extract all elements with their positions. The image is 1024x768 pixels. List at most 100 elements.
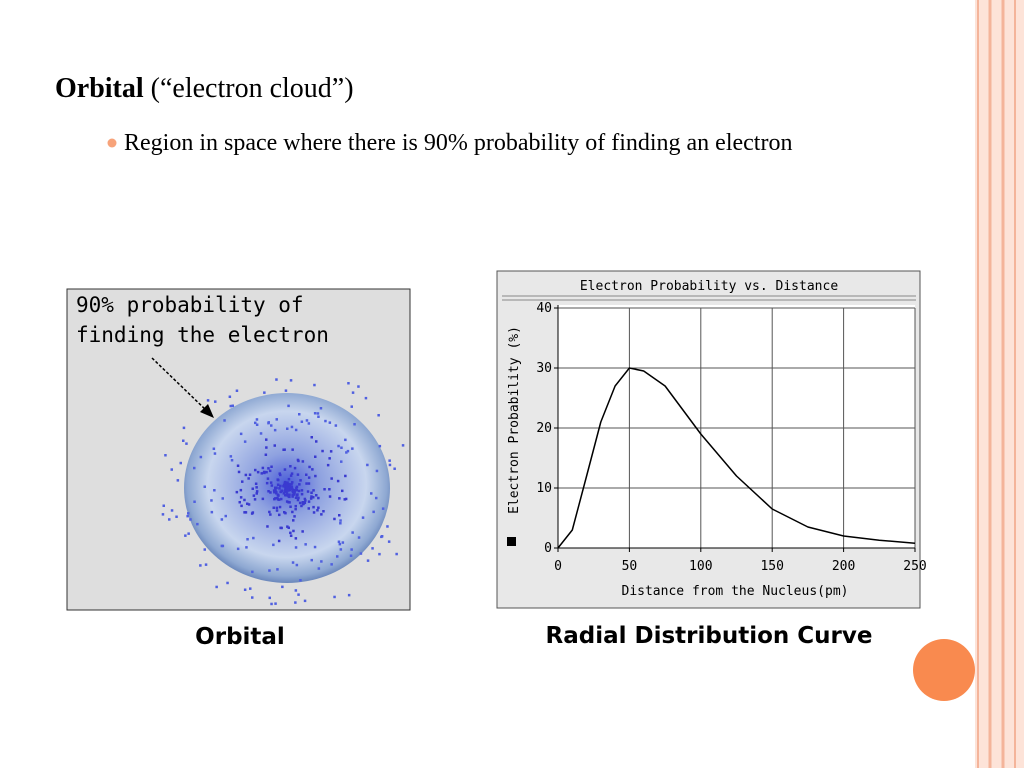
electron-dot <box>239 488 243 492</box>
electron-dot <box>294 537 298 540</box>
electron-dot <box>187 512 190 515</box>
electron-dot <box>231 404 234 407</box>
electron-dot <box>377 414 380 417</box>
electron-dot <box>268 569 271 572</box>
electron-dot <box>268 510 271 514</box>
electron-dot <box>326 463 330 467</box>
arrow-head <box>200 404 214 418</box>
chart: Electron Probability vs. Distance Distan… <box>496 270 927 609</box>
electron-dot <box>269 491 272 494</box>
y-tick-label: 30 <box>536 361 552 376</box>
electron-dot <box>238 501 241 504</box>
electron-dot <box>305 473 308 476</box>
electron-dot <box>213 489 216 492</box>
electron-dot <box>237 470 241 474</box>
electron-dot <box>298 501 302 505</box>
electron-dot <box>274 488 277 491</box>
caption: Radial Distribution Curve <box>546 623 873 649</box>
electron-dot <box>268 469 272 473</box>
electron-dot <box>224 514 227 518</box>
electron-dot <box>347 593 351 597</box>
electron-dot <box>266 477 270 480</box>
electron-dot <box>273 491 276 494</box>
electron-dot <box>351 391 355 394</box>
electron-dot <box>307 422 311 425</box>
electron-dot <box>291 493 294 497</box>
electron-dot <box>162 504 165 507</box>
electron-dot <box>333 517 336 521</box>
electron-dot <box>243 440 247 443</box>
electron-dot <box>255 492 258 495</box>
electron-dot <box>247 503 251 506</box>
electron-dot <box>291 495 294 498</box>
electron-dot <box>293 493 296 496</box>
electron-dot <box>278 513 281 517</box>
electron-dot <box>275 506 279 510</box>
electron-dot <box>371 547 374 550</box>
electron-dot <box>328 488 331 491</box>
electron-dot <box>220 518 224 521</box>
electron-dot <box>193 500 196 503</box>
electron-dot <box>284 389 288 392</box>
electron-dot <box>212 447 216 450</box>
electron-dot <box>295 488 298 492</box>
electron-dot <box>339 522 342 525</box>
electron-dot <box>215 585 218 589</box>
electron-dot <box>338 514 341 517</box>
electron-dot <box>252 494 256 497</box>
electron-dot <box>278 505 282 509</box>
electron-dot <box>246 538 249 541</box>
electron-dot <box>264 453 268 456</box>
electron-dot <box>306 490 310 493</box>
y-tick-label: 0 <box>544 541 552 556</box>
electron-dot <box>297 593 300 596</box>
electron-dot <box>214 400 217 403</box>
electron-dot <box>347 382 350 385</box>
electron-dot <box>312 489 315 492</box>
electron-dot <box>246 502 249 505</box>
electron-dot <box>312 496 315 499</box>
electron-dot <box>346 449 350 453</box>
electron-dot <box>276 568 279 571</box>
electron-dot <box>229 404 232 408</box>
electron-dot <box>289 487 292 491</box>
electron-dot <box>251 596 254 599</box>
electron-dot <box>309 497 313 500</box>
electron-dot <box>381 507 385 510</box>
electron-dot <box>314 455 317 458</box>
electron-dot <box>307 500 311 503</box>
electron-dot <box>285 494 288 497</box>
electron-dot <box>312 505 315 509</box>
electron-dot <box>255 486 258 489</box>
electron-dot <box>243 588 247 591</box>
electron-dot <box>279 484 282 488</box>
electron-dot <box>226 581 229 585</box>
electron-dot <box>229 455 233 458</box>
electron-dot <box>287 477 291 481</box>
electron-dot <box>330 563 333 566</box>
electron-dot <box>375 496 378 500</box>
electron-dot <box>283 480 287 484</box>
electron-dot <box>274 602 277 605</box>
electron-dot <box>312 511 316 514</box>
electron-dot <box>364 396 368 400</box>
electron-dot <box>254 482 258 485</box>
electron-dot <box>241 480 244 483</box>
electron-dot <box>338 542 342 546</box>
electron-dot <box>249 587 252 590</box>
electron-dot <box>308 465 311 469</box>
electron-dot <box>324 419 327 423</box>
chart-title: Electron Probability vs. Distance <box>580 279 838 294</box>
electron-dot <box>251 487 254 490</box>
electron-dot <box>301 460 305 463</box>
electron-dot <box>285 486 289 489</box>
electron-dot <box>292 519 295 522</box>
electron-dot <box>255 418 259 421</box>
electron-dot <box>300 489 304 492</box>
electron-dot <box>341 541 345 544</box>
electron-dot <box>204 563 208 566</box>
electron-dot <box>291 510 294 514</box>
electron-dot <box>283 511 286 514</box>
electron-dot <box>289 465 292 468</box>
